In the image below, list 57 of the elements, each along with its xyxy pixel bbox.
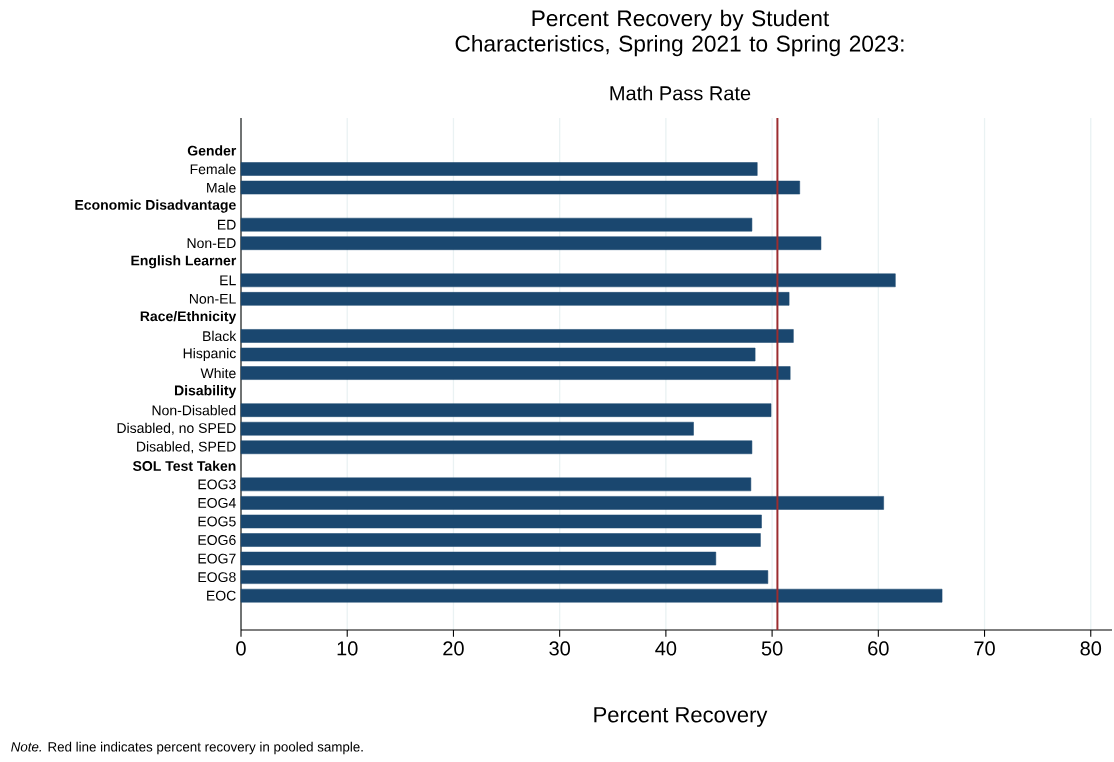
bar <box>240 217 753 232</box>
x-axis-title: Percent Recovery <box>594 707 768 727</box>
bar <box>240 570 769 584</box>
y-tick-label: Race/Ethnicity <box>140 310 237 324</box>
y-tick-label: Gender <box>187 145 237 156</box>
bar <box>240 347 756 362</box>
x-tick-label: 20 <box>443 641 464 656</box>
bar <box>240 551 717 566</box>
y-tick-label: Non-ED <box>187 238 236 249</box>
x-tick-label: 10 <box>337 641 358 656</box>
x-tick-label: 60 <box>868 641 889 656</box>
x-tick-label: 30 <box>549 641 570 656</box>
bar <box>240 514 762 529</box>
y-tick-label: EOG7 <box>198 553 236 564</box>
bar <box>240 533 761 547</box>
x-tick-label: 80 <box>1080 641 1102 656</box>
bar <box>240 440 753 455</box>
chart-subtitle: Math Pass Rate <box>610 85 751 101</box>
y-tick-label: Economic Disadvantage <box>75 199 236 213</box>
bar <box>240 180 800 195</box>
y-tick-label: ED <box>217 219 236 230</box>
x-tick-label: 0 <box>236 641 246 656</box>
y-tick-label: EL <box>220 275 236 286</box>
bar <box>240 329 794 343</box>
bar <box>240 366 791 380</box>
y-tick-label: Hispanic <box>183 347 236 362</box>
x-tick-label: 50 <box>761 641 783 656</box>
y-tick-label: Female <box>190 163 236 175</box>
y-tick-label: Disabled, no SPED <box>117 422 236 435</box>
bar <box>240 496 884 510</box>
y-tick-label: EOG4 <box>198 497 236 508</box>
x-tick-label: 70 <box>974 641 995 656</box>
bar <box>240 236 822 250</box>
bar <box>240 477 752 492</box>
bar <box>240 273 896 288</box>
bar <box>240 403 772 417</box>
y-tick-label: EOG6 <box>198 535 236 545</box>
text: Note. Red line indicates percent recovery in pooled sample. <box>11 741 363 755</box>
y-tick-label: Black <box>203 330 237 342</box>
x-tick-label: 40 <box>655 641 677 656</box>
bar <box>240 588 943 603</box>
y-tick-label: EOG3 <box>198 479 236 490</box>
y-tick-label: Non-Disabled <box>152 405 236 416</box>
y-tick-label: EOC <box>207 590 236 601</box>
y-tick-label: White <box>200 367 236 379</box>
y-tick-label: EOG8 <box>198 572 236 583</box>
bar <box>240 421 694 436</box>
y-tick-label: EOG5 <box>198 516 236 527</box>
y-tick-label: Disability <box>174 385 237 399</box>
bar <box>240 292 790 306</box>
y-tick-label: Male <box>207 182 236 193</box>
y-tick-label: English Learner <box>131 255 237 269</box>
y-tick-label: Non-EL <box>189 293 236 304</box>
y-tick-label: SOL Test Taken <box>132 460 236 471</box>
y-tick-label: Disabled, SPED <box>137 441 236 454</box>
bar <box>240 162 758 176</box>
chart-title: Percent Recovery by Student Characteristics, Spring 2021 to Spring 2023: <box>455 9 904 57</box>
